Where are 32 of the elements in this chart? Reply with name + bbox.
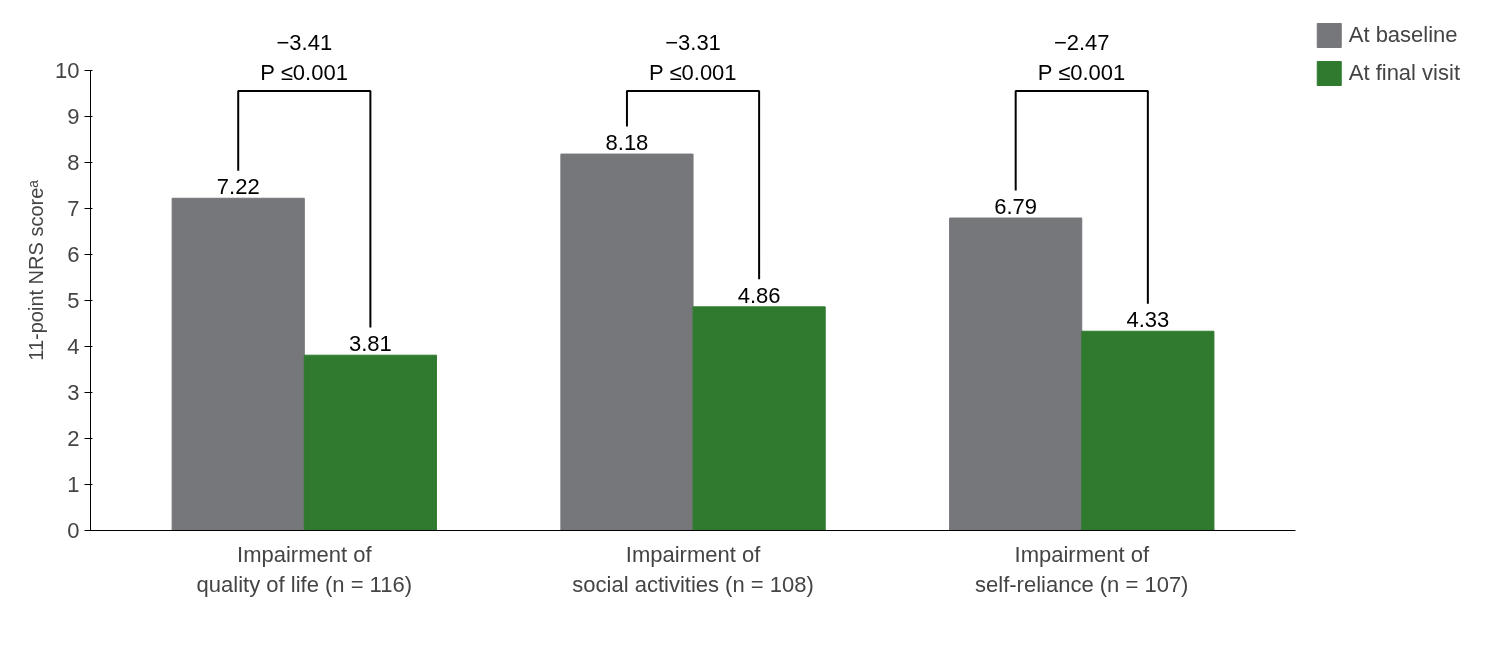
data-label: 3.81 bbox=[348, 331, 392, 357]
bar bbox=[949, 217, 1083, 531]
y-tick-label: 3 bbox=[67, 379, 80, 405]
legend-label: At final visit bbox=[1348, 60, 1460, 86]
y-tick-label: 6 bbox=[67, 241, 80, 267]
bar bbox=[171, 197, 305, 531]
data-label: 7.22 bbox=[216, 174, 260, 200]
y-tick-label: 4 bbox=[67, 333, 80, 359]
y-tick-label: 10 bbox=[55, 57, 80, 83]
data-label: 4.33 bbox=[1126, 307, 1170, 333]
y-tick-label: 8 bbox=[67, 149, 80, 175]
x-tick-label: Impairment of social activities (n = 108) bbox=[572, 541, 814, 597]
y-tick-label: 0 bbox=[67, 518, 80, 543]
y-tick-label: 7 bbox=[67, 195, 80, 221]
annotation: −2.47 P ≤0.001 bbox=[1037, 30, 1126, 86]
data-label: 6.79 bbox=[994, 194, 1038, 220]
annotation: −3.41 P ≤0.001 bbox=[260, 30, 348, 86]
data-label: 8.18 bbox=[605, 130, 649, 156]
x-tick-label: Impairment of self-reliance (n = 107) bbox=[975, 541, 1189, 597]
data-label: 4.86 bbox=[737, 282, 781, 308]
bar bbox=[303, 354, 437, 531]
legend-label: At baseline bbox=[1348, 22, 1458, 48]
x-tick-label: Impairment of quality of life (n = 116) bbox=[196, 541, 413, 597]
y-tick-label: 1 bbox=[67, 471, 80, 497]
bar bbox=[692, 306, 826, 531]
bar bbox=[1081, 330, 1215, 531]
y-tick-label: 5 bbox=[67, 287, 80, 313]
y-axis-title: 11-point NRS scoreᵃ bbox=[25, 179, 48, 361]
annotation: −3.31 P ≤0.001 bbox=[649, 30, 737, 86]
y-tick-label: 9 bbox=[67, 103, 80, 129]
y-tick-label: 2 bbox=[67, 425, 80, 451]
bar bbox=[560, 153, 694, 531]
